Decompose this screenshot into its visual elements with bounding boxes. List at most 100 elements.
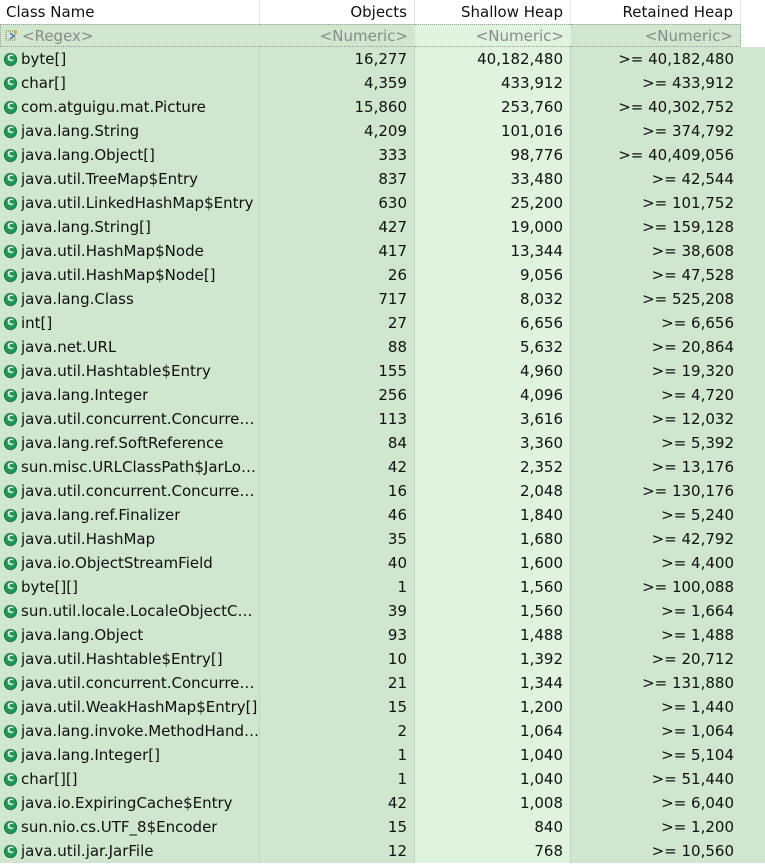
- shallow-heap-cell: 1,392: [415, 647, 571, 671]
- class-icon: C: [4, 532, 17, 546]
- class-icon: C: [4, 364, 17, 378]
- row-filler: [741, 239, 765, 263]
- row-filler: [741, 575, 765, 599]
- objects-cell: 12: [260, 839, 415, 863]
- row-filler: [741, 191, 765, 215]
- filter-retained-heap[interactable]: <Numeric>: [571, 24, 741, 47]
- filter-row: <Regex> <Numeric> <Numeric> <Numeric>: [0, 24, 765, 47]
- row-filler: [741, 431, 765, 455]
- column-header-objects[interactable]: Objects: [260, 0, 415, 24]
- shallow-heap-cell: 5,632: [415, 335, 571, 359]
- retained-heap-cell: >= 159,128: [571, 215, 741, 239]
- column-header-retained-heap[interactable]: Retained Heap: [571, 0, 741, 24]
- shallow-heap-cell: 1,200: [415, 695, 571, 719]
- objects-cell: 46: [260, 503, 415, 527]
- filter-class-name[interactable]: <Regex>: [0, 24, 260, 47]
- shallow-heap-cell: 1,680: [415, 527, 571, 551]
- objects-cell: 15: [260, 815, 415, 839]
- row-filler: [741, 767, 765, 791]
- class-icon: C: [4, 556, 17, 570]
- retained-heap-cell: >= 40,409,056: [571, 143, 741, 167]
- retained-heap-cell: >= 5,392: [571, 431, 741, 455]
- retained-heap-cell: >= 10,560: [571, 839, 741, 863]
- filter-shallow-heap[interactable]: <Numeric>: [415, 24, 571, 47]
- table-header: Class Name Objects Shallow Heap Retained…: [0, 0, 765, 24]
- objects-cell: 4,359: [260, 71, 415, 95]
- class-name-label: java.util.Hashtable$Entry: [21, 362, 211, 380]
- filter-objects[interactable]: <Numeric>: [260, 24, 415, 47]
- column-header-shallow-heap[interactable]: Shallow Heap: [415, 0, 571, 24]
- class-icon: C: [4, 148, 17, 162]
- column-header-class-name[interactable]: Class Name: [0, 0, 260, 24]
